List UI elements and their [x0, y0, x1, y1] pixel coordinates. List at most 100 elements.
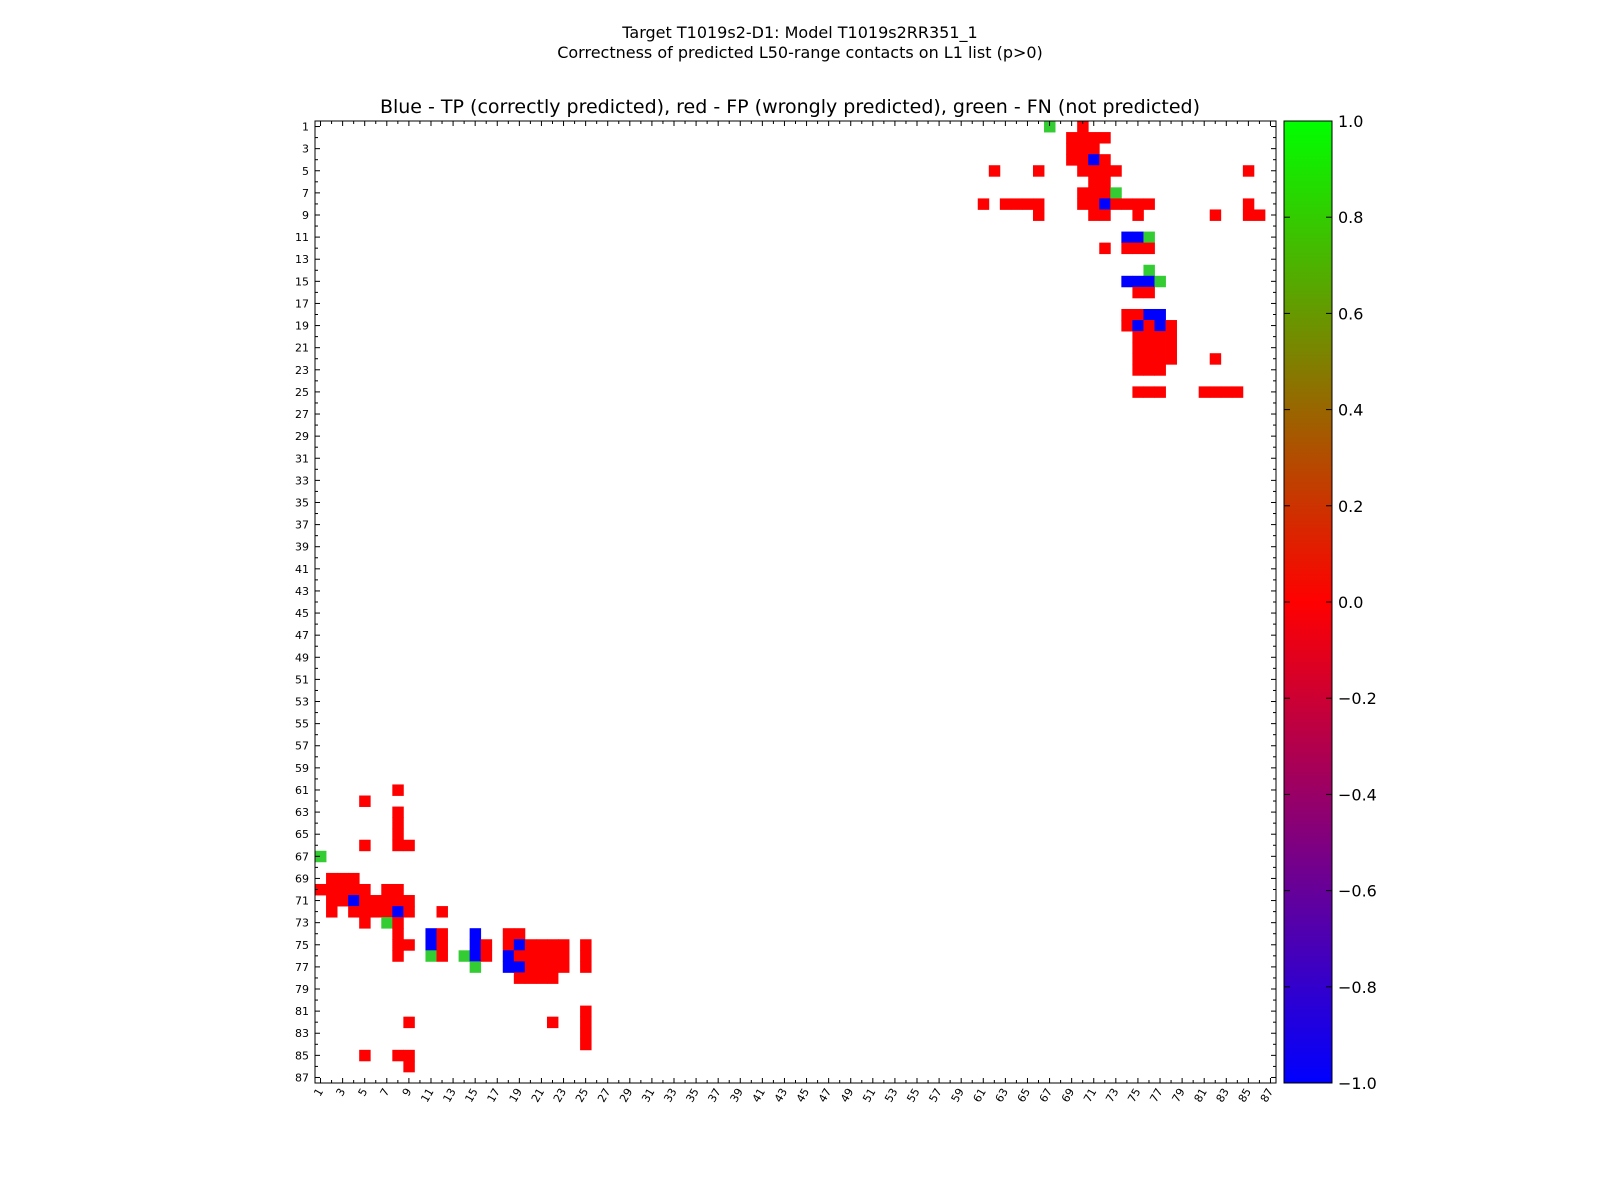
y-tick-label: 17	[295, 297, 309, 310]
contact-cell-fp-9-71	[1088, 209, 1100, 221]
x-tick-label: 23	[551, 1086, 569, 1105]
suptitle-line-2: Correctness of predicted L50-range conta…	[557, 43, 1043, 62]
contact-cell-fp-12-72	[1099, 242, 1111, 255]
contact-cell-fp-75-23	[558, 939, 570, 951]
contact-cell-fp-25-77	[1154, 386, 1166, 398]
contact-cell-fp-69-2	[326, 872, 338, 885]
x-tick-label: 7	[378, 1086, 393, 1099]
contact-cell-fp-72-4	[348, 906, 360, 918]
contact-cell-fp-70-8	[392, 883, 404, 896]
y-tick-label: 33	[295, 474, 309, 487]
contact-cell-fp-86-9	[403, 1060, 415, 1073]
y-tick-label: 53	[295, 696, 309, 709]
contact-cell-fp-70-7	[381, 883, 393, 896]
contact-cell-fp-69-4	[348, 872, 360, 885]
contact-cell-fp-71-5	[359, 895, 371, 907]
contact-cell-fp-76-20	[524, 950, 537, 962]
contact-cell-fp-6-72	[1099, 176, 1111, 188]
x-tick-label: 63	[993, 1086, 1011, 1105]
contact-cell-fp-66-8	[392, 839, 404, 852]
y-tick-label: 47	[295, 629, 309, 642]
contact-cell-fn-76-14	[458, 950, 471, 962]
contact-cell-fp-23-76	[1143, 364, 1155, 376]
contact-cell-fp-12-75	[1132, 242, 1144, 255]
colorbar-tick-label: −1.0	[1338, 1074, 1377, 1093]
contact-cell-fp-72-6	[370, 906, 382, 918]
contact-cell-fp-12-76	[1143, 242, 1155, 255]
y-tick-label: 83	[295, 1027, 309, 1040]
contact-cell-tp-75-11	[425, 939, 437, 951]
y-tick-label: 23	[295, 364, 309, 377]
contact-cell-tp-19-75	[1132, 320, 1144, 332]
contact-cell-fp-70-5	[359, 883, 371, 896]
contact-cell-fp-9-86	[1253, 209, 1266, 221]
contact-cell-fp-22-76	[1143, 353, 1155, 365]
contact-cell-fp-66-5	[359, 839, 371, 852]
contact-cell-fp-83-25	[580, 1027, 592, 1040]
contact-cell-fp-9-82	[1209, 209, 1222, 221]
contact-cell-fp-72-5	[359, 906, 371, 918]
y-tick-label: 29	[295, 430, 309, 443]
contact-cell-fp-78-20	[524, 972, 537, 984]
y-tick-label: 11	[295, 231, 309, 244]
contact-cell-fn-77-15	[469, 961, 482, 973]
x-tick-label: 1	[311, 1086, 326, 1099]
contact-cell-fp-78-22	[546, 972, 559, 984]
contact-cell-fp-9-75	[1132, 209, 1144, 221]
contact-cell-fp-70-2	[326, 883, 338, 896]
x-tick-label: 51	[860, 1086, 878, 1105]
contact-cell-fp-19-74	[1121, 320, 1133, 332]
contact-cell-fp-5-70	[1077, 165, 1089, 177]
colorbar-tick-label: 0.4	[1338, 401, 1363, 420]
y-tick-label: 73	[295, 917, 309, 930]
contact-cell-fp-25-75	[1132, 386, 1144, 398]
contact-cell-fp-4-72	[1099, 154, 1111, 166]
contact-cell-tp-75-15	[469, 939, 482, 951]
contact-cell-fp-76-8	[392, 950, 404, 962]
y-tick-label: 51	[295, 673, 309, 686]
contact-cell-fp-25-76	[1143, 386, 1155, 398]
y-tick-label: 71	[295, 895, 309, 908]
x-tick-label: 9	[400, 1086, 415, 1099]
y-tick-label: 69	[295, 872, 309, 885]
x-tick-label: 33	[661, 1086, 679, 1105]
contact-cell-fp-85-9	[403, 1049, 415, 1062]
x-tick-label: 49	[838, 1086, 856, 1105]
y-tick-label: 25	[295, 386, 309, 399]
x-tick-label: 77	[1147, 1086, 1165, 1105]
contact-cell-tp-11-74	[1121, 231, 1133, 244]
contact-cell-fp-7-71	[1088, 187, 1100, 199]
contact-cell-fp-75-16	[480, 939, 493, 951]
contact-cell-tp-76-15	[469, 950, 482, 962]
contact-cell-fp-6-71	[1088, 176, 1100, 188]
colorbar-tick-label: 0.2	[1338, 497, 1363, 516]
contact-cell-fp-8-75	[1132, 198, 1144, 210]
contact-cell-fp-76-22	[546, 950, 559, 962]
colorbar-tick-label: 0.8	[1338, 208, 1363, 227]
x-tick-label: 41	[750, 1086, 768, 1105]
contact-cell-fp-3-69	[1066, 143, 1078, 155]
contact-cell-fp-8-85	[1242, 198, 1255, 210]
contact-cell-fp-74-18	[502, 928, 515, 940]
x-tick-label: 67	[1037, 1086, 1055, 1105]
contact-cell-fp-5-71	[1088, 165, 1100, 177]
colorbar-tick-label: 0.0	[1338, 593, 1363, 612]
x-tick-label: 43	[772, 1086, 790, 1105]
contact-cell-fn-73-7	[381, 917, 393, 929]
contact-cell-fp-19-78	[1165, 320, 1177, 332]
contact-cell-tp-15-74	[1121, 275, 1133, 288]
colorbar-tick-label: −0.4	[1338, 785, 1377, 804]
contact-cell-fp-25-84	[1231, 386, 1244, 398]
contact-cell-fp-5-66	[1032, 165, 1045, 177]
contact-cells	[315, 121, 1266, 1073]
axis-ticks: 1 3 5 7 9 11 13 15 17 19 21 23 25 27 29 31 33 35 37 39 41 43 4…	[295, 121, 1276, 1105]
contact-cell-fp-8-65	[1021, 198, 1034, 210]
y-tick-label: 9	[302, 209, 309, 222]
contact-cell-tp-15-75	[1132, 275, 1144, 288]
contact-cell-fp-22-82	[1209, 353, 1222, 365]
x-tick-label: 79	[1169, 1086, 1187, 1105]
contact-cell-fp-72-12	[436, 906, 448, 918]
y-tick-label: 39	[295, 541, 309, 554]
contact-cell-fp-25-81	[1198, 386, 1211, 398]
contact-cell-fp-85-8	[392, 1049, 404, 1062]
